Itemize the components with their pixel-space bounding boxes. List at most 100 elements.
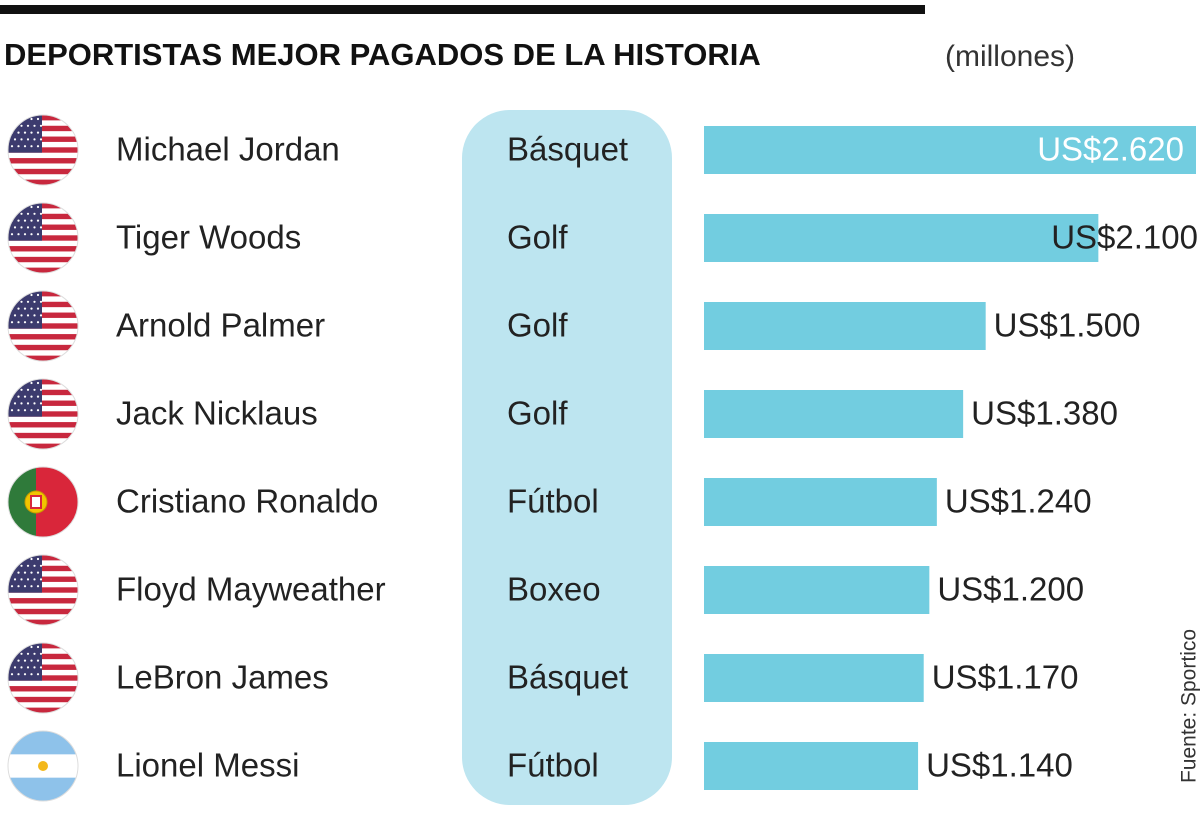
flag-star: [23, 673, 27, 676]
flag-star: [30, 645, 33, 649]
flag-star: [17, 409, 20, 412]
flag-stripe: [8, 686, 78, 692]
athlete-name: Cristiano Ronaldo: [116, 483, 378, 520]
flag-rim: [7, 730, 79, 802]
flag-star: [33, 138, 36, 141]
flag-stripe: [8, 598, 78, 604]
flag-star: [17, 557, 20, 561]
flag-stripe: [8, 438, 78, 445]
flag-star: [20, 402, 23, 405]
flag-star: [36, 307, 40, 310]
flag-star: [36, 321, 40, 324]
flag-stripe: [8, 707, 78, 713]
sport-label: Básquet: [507, 659, 628, 696]
flag-star: [26, 578, 30, 581]
sport-column: [462, 110, 672, 805]
chart-subtitle: (millones): [945, 40, 1075, 73]
flag-star: [26, 226, 30, 229]
flag-stripe: [8, 213, 78, 220]
flag-stripe: [8, 317, 78, 324]
flag-star: [30, 117, 33, 121]
flag-shield: [30, 495, 42, 509]
flag-star: [36, 659, 40, 662]
flag-star: [39, 578, 43, 581]
flag-star: [10, 585, 14, 588]
flag-star: [39, 226, 43, 229]
flag-stripe: [8, 443, 78, 449]
flag-star: [10, 321, 14, 324]
flag-star: [23, 219, 27, 222]
flag-stripe: [8, 262, 78, 269]
flag-stripe: [8, 323, 78, 330]
flag-star: [26, 402, 30, 405]
flag-star: [36, 645, 40, 649]
flag-stripe: [8, 296, 78, 303]
flag-star: [20, 578, 23, 581]
flag-star: [10, 673, 14, 676]
flag-star: [33, 666, 36, 669]
flag-star: [36, 557, 40, 561]
flag-stripe: [8, 702, 78, 709]
flag-star: [30, 145, 33, 148]
flag-stripe: [8, 669, 78, 676]
flag-rim: [7, 554, 79, 626]
flag-stripe: [8, 256, 78, 263]
flag-rim: [7, 642, 79, 714]
flag-star: [10, 145, 14, 148]
sport-label: Básquet: [507, 131, 628, 168]
flag-star: [20, 314, 23, 317]
flag-star: [33, 388, 36, 391]
flag-star: [33, 300, 36, 303]
flag-star: [26, 388, 30, 391]
sport-label: Golf: [507, 395, 568, 432]
flag-stripe: [8, 152, 78, 159]
flag-star: [23, 131, 27, 134]
flag-icon: [8, 203, 78, 273]
flag-star: [33, 314, 36, 317]
flag-stripe: [8, 395, 78, 402]
flag-star: [33, 578, 36, 581]
flag-star: [26, 124, 30, 127]
value-label: US$1.170: [932, 659, 1079, 696]
flag-stripe: [8, 608, 78, 615]
flag-star: [30, 395, 33, 398]
flag-star: [10, 409, 14, 412]
sport-label: Fútbol: [507, 747, 599, 784]
flag-star: [17, 659, 20, 662]
value-label: US$2.100: [1051, 219, 1198, 256]
flag-stripe: [8, 619, 78, 625]
sport-label: Fútbol: [507, 483, 599, 520]
flag-star: [33, 402, 36, 405]
flag-star: [30, 233, 33, 236]
flag-stripe: [8, 141, 78, 148]
flag-stripe: [8, 422, 78, 428]
flag-star: [17, 205, 20, 209]
flag-star: [39, 212, 43, 215]
flag-star: [13, 578, 17, 581]
flag-star: [23, 307, 27, 310]
flag-stripe: [8, 125, 78, 132]
flag-stripe: [8, 659, 78, 666]
flag-star: [20, 564, 23, 567]
flag-stripe: [8, 355, 78, 361]
flag-stripe: [8, 427, 78, 434]
flag-stripe: [8, 267, 78, 273]
flag-stripe: [8, 339, 78, 346]
flag-star: [36, 131, 40, 134]
flag-star: [30, 293, 33, 297]
flag-stripe: [8, 560, 78, 567]
flag-star: [33, 226, 36, 229]
flag-star: [23, 145, 27, 148]
flag-star: [30, 219, 33, 222]
flag-stripe: [8, 691, 78, 698]
flag-star: [17, 117, 20, 121]
source: Fuente: Sportico: [1178, 629, 1200, 783]
flag-stripe: [8, 158, 78, 164]
flag-star: [30, 557, 33, 561]
flag-stripe: [8, 405, 78, 412]
flag-stripe: [8, 291, 78, 297]
flag-stripe: [8, 384, 78, 391]
value-label: US$1.200: [937, 571, 1084, 608]
bar: [704, 214, 1099, 262]
